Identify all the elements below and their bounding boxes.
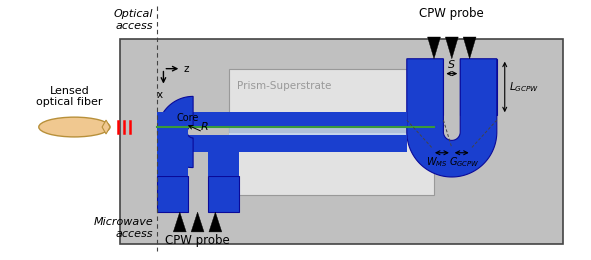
Text: $G_{GCPW}$: $G_{GCPW}$ <box>449 155 480 168</box>
FancyBboxPatch shape <box>157 112 188 177</box>
FancyBboxPatch shape <box>157 177 188 212</box>
FancyBboxPatch shape <box>229 133 434 143</box>
Text: Lensed
optical fiber: Lensed optical fiber <box>36 86 103 107</box>
FancyBboxPatch shape <box>229 119 434 141</box>
Polygon shape <box>463 37 476 59</box>
Ellipse shape <box>39 117 110 137</box>
Text: CPW probe: CPW probe <box>165 234 230 247</box>
FancyBboxPatch shape <box>157 112 407 128</box>
Text: R: R <box>201 122 209 132</box>
FancyBboxPatch shape <box>229 137 434 143</box>
Text: S: S <box>448 60 456 70</box>
Text: CPW probe: CPW probe <box>420 7 484 20</box>
FancyBboxPatch shape <box>208 135 239 177</box>
Polygon shape <box>173 212 186 232</box>
Text: Core: Core <box>176 113 199 123</box>
FancyBboxPatch shape <box>120 39 563 244</box>
Text: $L_{GCPW}$: $L_{GCPW}$ <box>509 80 539 94</box>
Polygon shape <box>191 212 204 232</box>
FancyBboxPatch shape <box>229 69 434 195</box>
Text: Prism-Superstrate: Prism-Superstrate <box>236 81 331 90</box>
Polygon shape <box>446 37 458 59</box>
FancyBboxPatch shape <box>157 135 407 152</box>
FancyBboxPatch shape <box>407 59 443 115</box>
FancyBboxPatch shape <box>460 59 497 115</box>
Text: $W_{MS}$: $W_{MS}$ <box>426 155 448 168</box>
Polygon shape <box>427 37 440 59</box>
Polygon shape <box>209 212 222 232</box>
Text: x: x <box>157 90 163 100</box>
Text: z: z <box>183 64 189 74</box>
Text: Optical
access: Optical access <box>114 9 154 31</box>
Polygon shape <box>407 59 497 177</box>
Polygon shape <box>157 96 193 168</box>
Text: Microwave
access: Microwave access <box>94 217 154 239</box>
Polygon shape <box>102 120 110 134</box>
FancyBboxPatch shape <box>208 177 239 212</box>
